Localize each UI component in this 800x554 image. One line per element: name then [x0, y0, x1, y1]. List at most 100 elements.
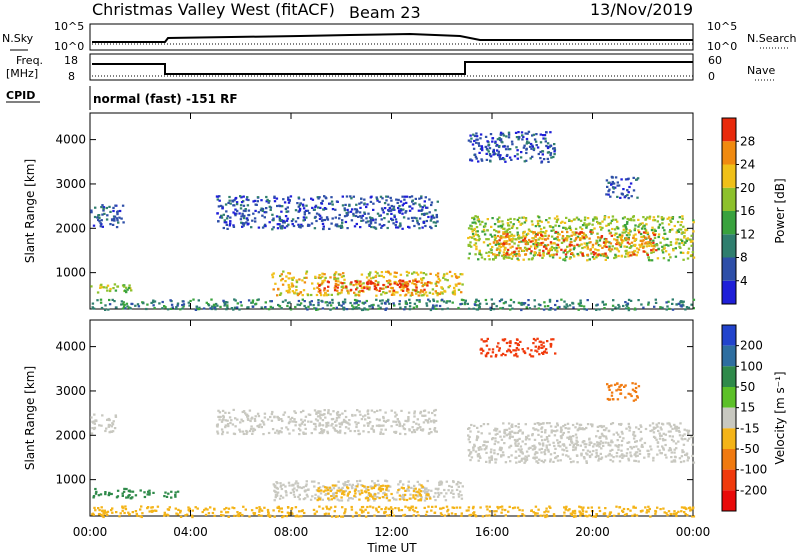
power-cell-3 — [318, 274, 321, 277]
power-cell-2 — [247, 214, 250, 217]
power-cell-9 — [495, 305, 498, 308]
power-cell-2 — [318, 196, 321, 199]
velocity-cell-7 — [480, 338, 483, 341]
velocity-cell-4 — [513, 438, 517, 442]
power-cell-2 — [412, 203, 415, 206]
velocity-cell-9 — [115, 511, 118, 514]
power-cell-5 — [473, 243, 476, 247]
velocity-cell-4 — [538, 448, 541, 451]
power-cell-3 — [416, 291, 420, 294]
power-cell-2 — [370, 217, 373, 220]
power-cell-7 — [521, 134, 524, 137]
velocity-cell-4 — [618, 460, 622, 463]
power-cell-6 — [606, 240, 609, 243]
power-cell-5 — [542, 251, 545, 254]
power-cell-9 — [438, 304, 442, 308]
power-cell-5 — [551, 226, 555, 229]
power-cell-5 — [591, 256, 595, 259]
power-cell-2 — [394, 218, 398, 221]
power-cell-2 — [387, 209, 391, 213]
power-cell-3 — [303, 281, 307, 284]
power-cell-5 — [479, 223, 482, 226]
power-cell-5 — [616, 236, 619, 239]
power-cell-5 — [671, 228, 674, 231]
velocity-cell-4 — [661, 437, 665, 441]
power-cell-2 — [355, 208, 358, 211]
velocity-cell-9 — [443, 514, 447, 517]
velocity-cell-7 — [542, 345, 546, 348]
velocity-cell-9 — [194, 506, 197, 509]
power-cell-3 — [353, 291, 356, 294]
power-cell-4 — [406, 288, 409, 291]
velocity-cell-3 — [398, 498, 402, 501]
velocity-cell-9 — [191, 516, 194, 519]
velocity-cell-3 — [346, 494, 349, 497]
velocity-cell-2 — [384, 479, 387, 482]
velocity-cell-2 — [298, 498, 301, 501]
velocity-cell-3 — [316, 489, 320, 492]
velocity-cell-4 — [494, 461, 497, 464]
velocity-cell-4 — [507, 422, 511, 425]
power-cell-9 — [585, 308, 588, 311]
velocity-cell-4 — [535, 428, 538, 431]
power-cell-5 — [649, 239, 652, 242]
velocity-cell-3 — [361, 484, 365, 487]
velocity-cell-4 — [682, 443, 686, 446]
power-cell-9 — [164, 306, 167, 309]
power-cell-2 — [424, 206, 428, 209]
power-cell-9 — [476, 308, 480, 311]
power-cell-9 — [251, 305, 255, 308]
velocity-cell-3 — [363, 485, 366, 488]
power-cell-5 — [630, 219, 633, 222]
velocity-cell-9 — [278, 510, 281, 513]
velocity-cell-4 — [509, 433, 512, 436]
power-cell-7 — [533, 138, 537, 141]
velocity-cell-7 — [490, 355, 493, 358]
power-cell-5 — [601, 226, 604, 229]
velocity-cell-3 — [318, 497, 321, 501]
velocity-cell-7 — [537, 347, 540, 350]
power-cell-6 — [593, 253, 596, 256]
velocity-cell-4 — [482, 423, 486, 426]
power-cell-9 — [236, 302, 239, 305]
power-cell-6 — [555, 249, 559, 252]
velocity-cell-2 — [294, 482, 297, 485]
power-cell-6 — [556, 243, 560, 246]
power-cell-2 — [278, 223, 281, 226]
power-cell-5 — [558, 256, 562, 259]
velocity-cell-9 — [625, 512, 628, 516]
velocity-cell-9 — [364, 515, 368, 518]
velocity-cell-4 — [561, 433, 564, 436]
velocity-cell-6 — [245, 429, 248, 433]
velocity-cell-6 — [403, 423, 406, 426]
velocity-cell-6 — [326, 430, 329, 433]
power-cell-3 — [436, 275, 440, 278]
velocity-cell-0 — [107, 494, 110, 497]
power-cell-2 — [288, 199, 291, 202]
velocity-cell-9 — [290, 507, 294, 510]
power-cell-5 — [614, 232, 617, 235]
power-cell-7 — [497, 153, 500, 156]
power-cell-3 — [389, 286, 393, 289]
velocity-cell-4 — [556, 424, 559, 427]
velocity-cell-4 — [498, 448, 501, 451]
power-cell-5 — [589, 229, 593, 232]
power-cell-6 — [505, 235, 508, 238]
velocity-cell-2 — [311, 495, 314, 498]
velocity-cell-6 — [413, 412, 416, 415]
velocity-cell-4 — [521, 432, 524, 435]
power-cell-3 — [382, 276, 385, 279]
velocity-cell-9 — [423, 506, 426, 509]
power-cell-5 — [609, 222, 612, 225]
power-cell-6 — [620, 254, 624, 257]
power-cell-5 — [657, 235, 660, 239]
velocity-cell-4 — [488, 456, 491, 459]
velocity-cell-2 — [436, 495, 440, 498]
power-cell-9 — [303, 300, 306, 303]
power-cell-9 — [537, 303, 541, 306]
velocity-cell-4 — [664, 443, 667, 447]
power-cell-5 — [534, 225, 538, 228]
velocity-cell-2 — [338, 499, 341, 502]
velocity-cell-6 — [341, 412, 344, 415]
velocity-cell-9 — [204, 507, 207, 510]
